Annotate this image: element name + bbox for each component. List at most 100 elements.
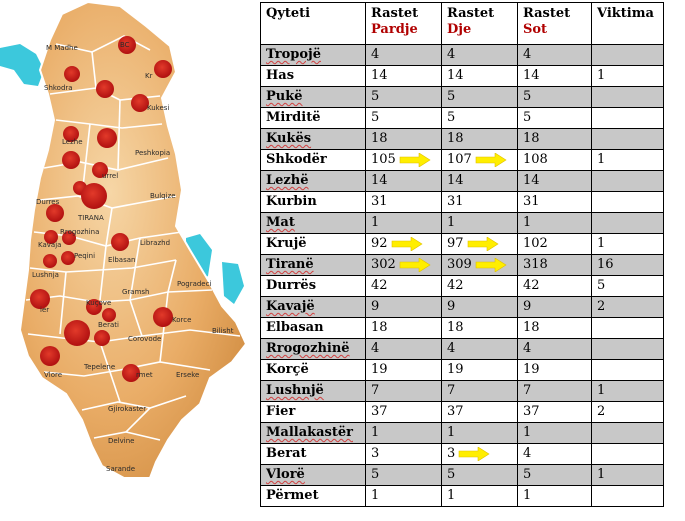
map-label: Corovode bbox=[128, 335, 161, 343]
cell-cases-today: 7 bbox=[517, 380, 592, 402]
cell-cases-day-before: 14 bbox=[365, 65, 442, 87]
cell-victims: 1 bbox=[591, 464, 664, 486]
cell-cases-yesterday: 107 bbox=[441, 149, 518, 171]
albania-map: M Madhe BC Shkodra Kr Kukesi Peshkopia L… bbox=[0, 0, 248, 479]
cell-cases-yesterday: 31 bbox=[441, 191, 518, 213]
cell-city: Durrës bbox=[260, 275, 366, 297]
map-label: Gramsh bbox=[122, 288, 150, 296]
cell-cases-today: 102 bbox=[517, 233, 592, 255]
cell-cases-today: 108 bbox=[517, 149, 592, 171]
hotspot-puke bbox=[96, 80, 114, 98]
cell-cases-yesterday: 5 bbox=[441, 86, 518, 108]
hotspot-vlore bbox=[40, 346, 60, 366]
cell-victims: 2 bbox=[591, 296, 664, 318]
map-label: Lushnja bbox=[32, 271, 59, 279]
cell-victims: 16 bbox=[591, 254, 664, 276]
cell-cases-today: 5 bbox=[517, 464, 592, 486]
table-row: Tiranë 302 309 318 16 bbox=[260, 254, 664, 276]
cell-cases-yesterday: 4 bbox=[441, 44, 518, 66]
table-row: Mirditë 5 5 5 bbox=[260, 107, 664, 129]
map-label: Kuçove bbox=[86, 299, 111, 307]
cell-cases-yesterday: 7 bbox=[441, 380, 518, 402]
hotspot-mallakaster bbox=[64, 320, 90, 346]
lake-shkodra bbox=[0, 44, 44, 86]
cell-cases-day-before: 3 bbox=[365, 443, 442, 465]
cell-cases-today: 5 bbox=[517, 107, 592, 129]
cell-victims bbox=[591, 191, 664, 213]
map-label: urrel bbox=[102, 172, 118, 180]
cell-city: Lushnjë bbox=[260, 380, 366, 402]
cell-city: Mirditë bbox=[260, 107, 366, 129]
cell-cases-day-before: 9 bbox=[365, 296, 442, 318]
cell-victims bbox=[591, 170, 664, 192]
cell-cases-yesterday: 1 bbox=[441, 485, 518, 507]
hotspot-tropoje bbox=[118, 36, 136, 54]
header-cases-day-before: Rastet Pardje bbox=[365, 2, 442, 45]
cell-victims: 1 bbox=[591, 233, 664, 255]
map-label: Librazhd bbox=[140, 239, 170, 247]
map-label: rmet bbox=[136, 371, 153, 379]
map-label: Peqini bbox=[74, 252, 95, 260]
map-label: Bilisht bbox=[212, 327, 234, 335]
cell-cases-yesterday: 4 bbox=[441, 338, 518, 360]
cell-cases-today: 37 bbox=[517, 401, 592, 423]
hotspot-kurbin bbox=[62, 151, 80, 169]
hotspot-korce bbox=[153, 307, 173, 327]
cell-victims bbox=[591, 86, 664, 108]
map-label: Sarande bbox=[106, 465, 135, 473]
map-label: Pogradeci bbox=[177, 280, 211, 288]
cell-cases-day-before: 19 bbox=[365, 359, 442, 381]
cell-city: Tropojë bbox=[260, 44, 366, 66]
table-row: Përmet 1 1 1 bbox=[260, 485, 664, 507]
header-victims: Viktima bbox=[591, 2, 664, 45]
cell-victims bbox=[591, 443, 664, 465]
cell-cases-today: 1 bbox=[517, 485, 592, 507]
cell-city: Fier bbox=[260, 401, 366, 423]
hotspot-lushnje bbox=[43, 254, 57, 268]
map-label: Gjirokaster bbox=[108, 405, 146, 413]
cell-victims bbox=[591, 485, 664, 507]
table-row: Durrës 42 42 42 5 bbox=[260, 275, 664, 297]
cell-city: Korçë bbox=[260, 359, 366, 381]
cell-cases-yesterday: 1 bbox=[441, 422, 518, 444]
hotspot-rrogozhine bbox=[62, 231, 76, 245]
cell-cases-yesterday: 37 bbox=[441, 401, 518, 423]
cell-cases-day-before: 42 bbox=[365, 275, 442, 297]
table-row: Rrogozhinë 4 4 4 bbox=[260, 338, 664, 360]
table-row: Vlorë 5 5 5 1 bbox=[260, 464, 664, 486]
table-row: Shkodër 105 107 108 1 bbox=[260, 149, 664, 171]
hotspot-mirdite bbox=[97, 128, 117, 148]
cell-cases-day-before: 302 bbox=[365, 254, 442, 276]
cell-city: Tiranë bbox=[260, 254, 366, 276]
cell-cases-today: 318 bbox=[517, 254, 592, 276]
cell-cases-yesterday: 42 bbox=[441, 275, 518, 297]
hotspot-lezhe bbox=[63, 126, 79, 142]
cell-victims bbox=[591, 128, 664, 150]
map-label: Elbasan bbox=[108, 256, 135, 264]
cell-cases-today: 1 bbox=[517, 212, 592, 234]
table-row: Has 14 14 14 1 bbox=[260, 65, 664, 87]
cell-victims: 2 bbox=[591, 401, 664, 423]
table-row: Lezhë 14 14 14 bbox=[260, 170, 664, 192]
cell-cases-day-before: 18 bbox=[365, 128, 442, 150]
table-row: Korçë 19 19 19 bbox=[260, 359, 664, 381]
table-row: Kavajë 9 9 9 2 bbox=[260, 296, 664, 318]
map-label: Bulqize bbox=[150, 192, 176, 200]
cell-cases-yesterday: 3 bbox=[441, 443, 518, 465]
map-label: Vlore bbox=[44, 371, 62, 379]
cell-cases-today: 4 bbox=[517, 443, 592, 465]
cell-cases-today: 19 bbox=[517, 359, 592, 381]
cell-cases-day-before: 5 bbox=[365, 107, 442, 129]
cell-victims: 1 bbox=[591, 149, 664, 171]
cell-cases-day-before: 1 bbox=[365, 212, 442, 234]
cell-cases-yesterday: 18 bbox=[441, 128, 518, 150]
table-row: Berat 3 3 4 bbox=[260, 443, 664, 465]
increase-arrow-icon bbox=[475, 152, 507, 167]
cell-cases-today: 14 bbox=[517, 170, 592, 192]
map-label: Kukesi bbox=[147, 104, 169, 112]
cell-cases-today: 42 bbox=[517, 275, 592, 297]
cell-victims bbox=[591, 44, 664, 66]
header-city: Qyteti bbox=[260, 2, 366, 45]
cell-victims: 1 bbox=[591, 380, 664, 402]
header-cases-today: Rastet Sot bbox=[517, 2, 592, 45]
